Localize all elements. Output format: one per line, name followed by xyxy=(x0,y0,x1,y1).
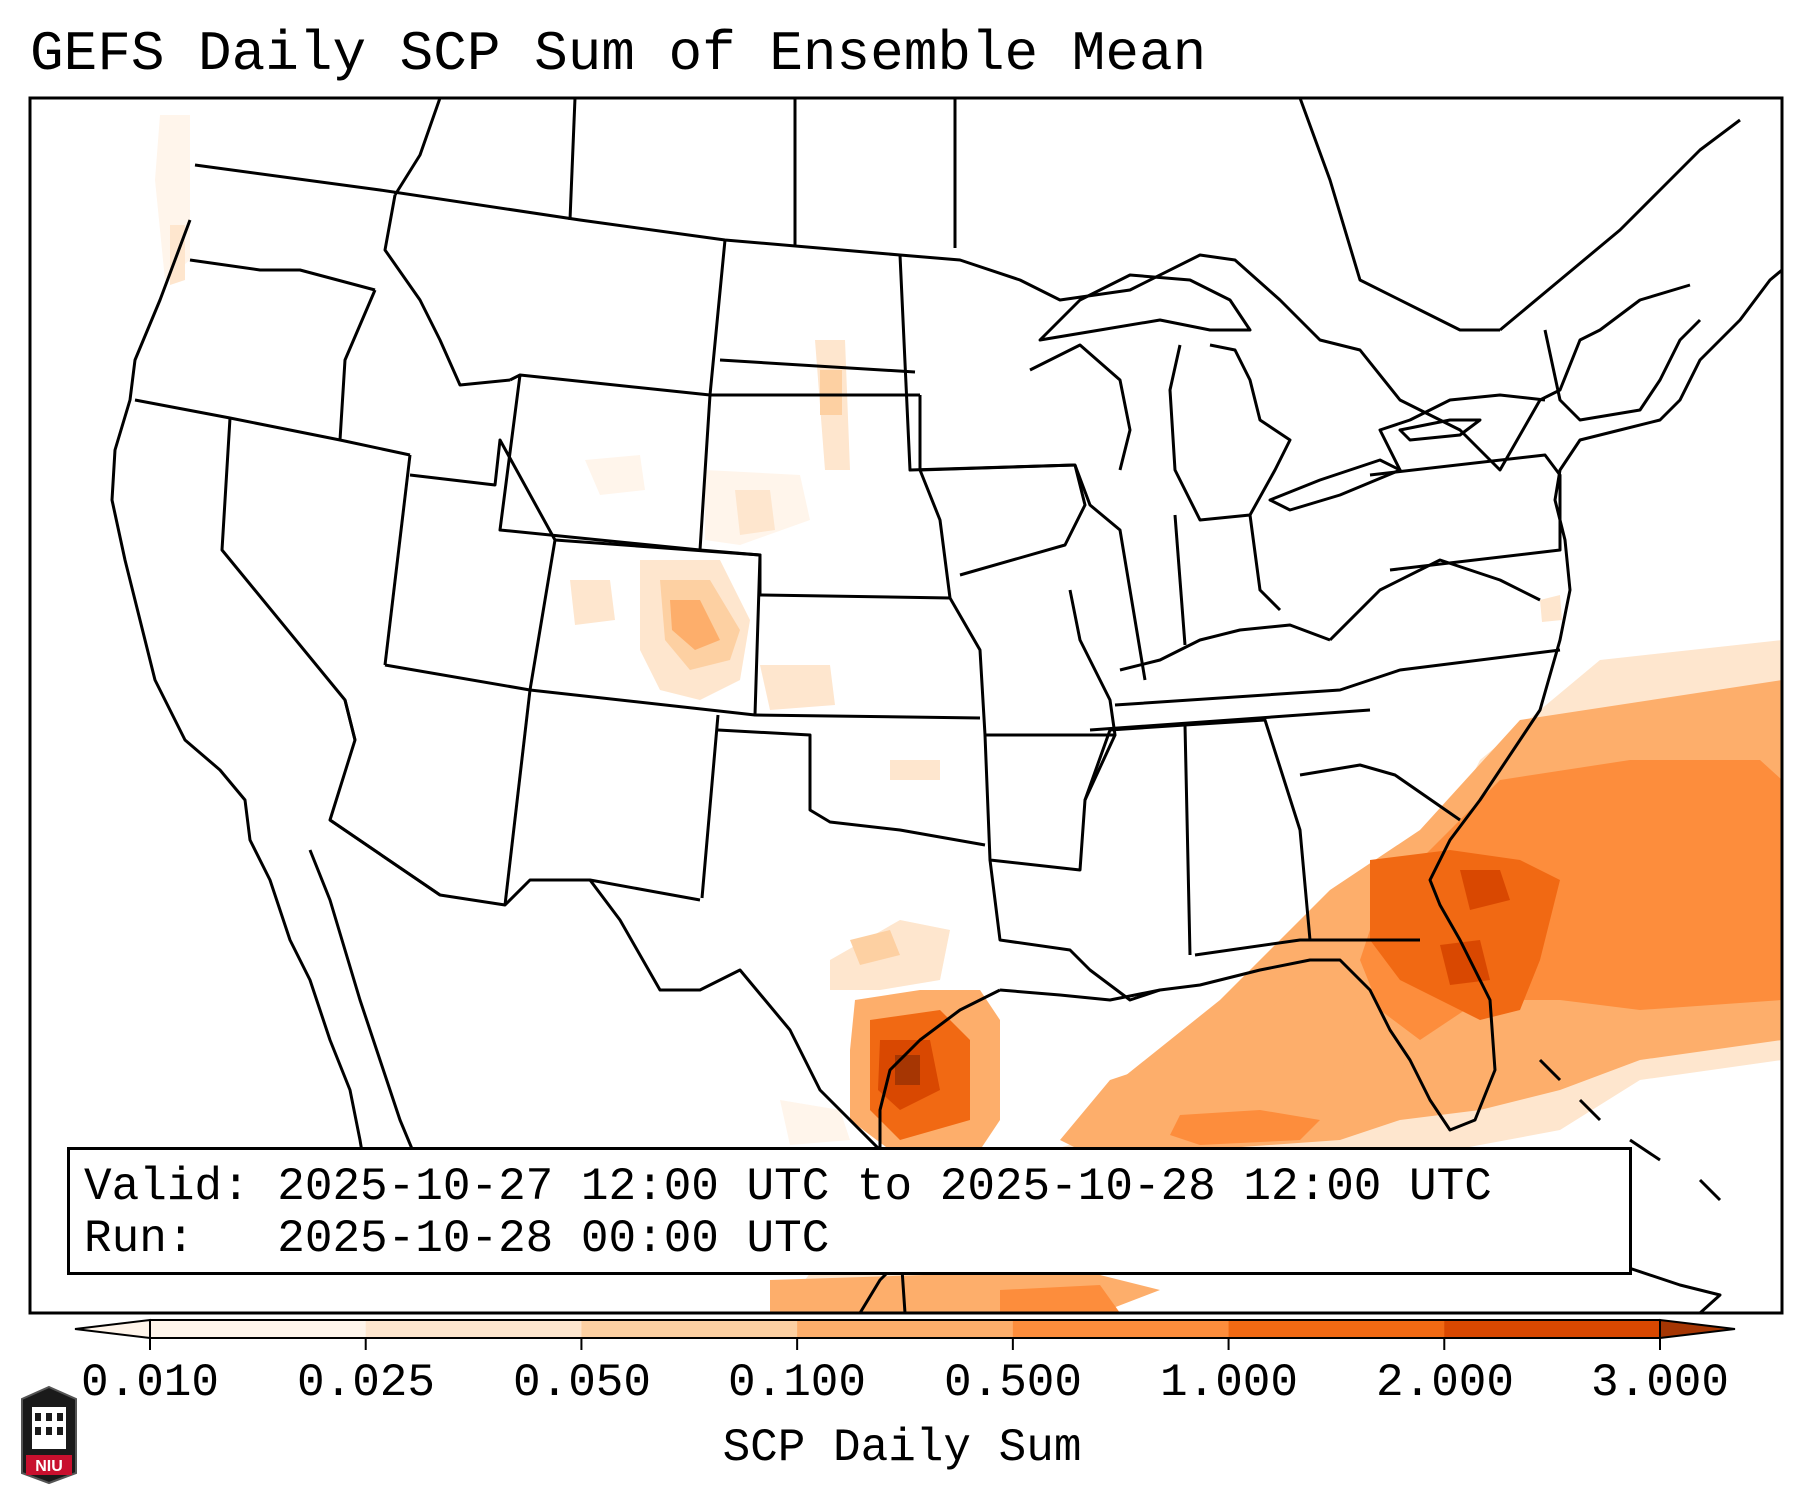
scp-region-texas-max xyxy=(895,1055,920,1085)
map-frame xyxy=(28,96,1784,1315)
lake-erie xyxy=(1268,458,1402,512)
great-lakes-superior xyxy=(1038,273,1252,342)
colorbar-segment xyxy=(581,1320,798,1338)
ut-az xyxy=(384,663,531,692)
scp-region-nj xyxy=(1540,595,1562,622)
validity-info-box: Valid: 2025-10-27 12:00 UTC to 2025-10-2… xyxy=(67,1147,1632,1275)
scp-region-florida-max xyxy=(1460,870,1510,910)
scp-region-gulf-low xyxy=(1060,960,1360,1160)
colorbar-tick-label: 0.100 xyxy=(727,1357,867,1409)
lake-ontario xyxy=(1398,418,1482,442)
scp-region-co-w xyxy=(570,580,615,625)
wi xyxy=(1029,343,1132,471)
colorbar-extend-low xyxy=(74,1318,151,1340)
ne-east xyxy=(918,395,952,599)
colorbar-segment xyxy=(365,1320,582,1338)
ut-east xyxy=(528,539,557,691)
il-in xyxy=(1073,464,1147,681)
nc-sc xyxy=(1299,763,1461,822)
colorbar-segment xyxy=(797,1320,1014,1338)
scp-region-ne2 xyxy=(735,490,775,535)
colorbar-segment xyxy=(1012,1320,1230,1338)
new-england xyxy=(1543,318,1702,422)
michigan xyxy=(1168,343,1292,522)
tn-south xyxy=(1089,708,1371,732)
canada-line-1 xyxy=(568,98,577,221)
ark xyxy=(983,734,1117,872)
st-lawrence xyxy=(1499,118,1741,332)
ky xyxy=(1119,623,1331,672)
oh-pa xyxy=(1248,514,1282,612)
colorbar-tick-label: 0.025 xyxy=(296,1357,436,1409)
ms-al xyxy=(1083,723,1192,956)
nm-east xyxy=(700,714,720,899)
scp-region-mx xyxy=(780,1100,850,1145)
colorbar-segment xyxy=(1444,1320,1661,1338)
scp-region-gulf-mid xyxy=(1170,1110,1320,1145)
colorbar-tick-label: 0.500 xyxy=(943,1357,1083,1409)
canada-line-4 xyxy=(393,98,442,196)
tn-north xyxy=(1114,648,1561,707)
niu-logo-text: NIU xyxy=(35,1458,63,1475)
colorbar-extend-high xyxy=(1659,1318,1736,1340)
colorbar-outline xyxy=(149,1319,1661,1339)
bahamas-1 xyxy=(1538,1058,1562,1082)
pa xyxy=(1369,453,1562,572)
scp-shading-layer xyxy=(155,115,1782,1313)
colorbar-tick-label: 2.000 xyxy=(1375,1357,1515,1409)
colorbar xyxy=(74,1318,1736,1350)
scp-region-texas-light2 xyxy=(850,930,900,965)
colorbar-tick-label: 3.000 xyxy=(1590,1357,1730,1409)
rio-grande xyxy=(588,879,882,1152)
nevada-east xyxy=(383,454,412,666)
niu-logo: NIU xyxy=(21,1385,77,1485)
wa-or-border xyxy=(189,258,376,292)
map-title: GEFS Daily SCP Sum of Ensemble Mean xyxy=(30,22,1207,86)
idaho-mt xyxy=(383,194,511,387)
colorbar-label: SCP Daily Sum xyxy=(722,1422,1082,1474)
gulf-coastline xyxy=(999,268,1782,1132)
ga-fl xyxy=(1194,938,1420,957)
scp-region-co-ks xyxy=(760,665,835,710)
in-oh xyxy=(1173,514,1187,646)
va xyxy=(1328,558,1541,642)
colorbar-tick-label: 0.010 xyxy=(80,1357,220,1409)
iowa xyxy=(919,463,1087,577)
run-time-text: Run: 2025-10-28 00:00 UTC xyxy=(84,1213,830,1265)
scp-region-south-strip2 xyxy=(1000,1285,1120,1313)
al-ga xyxy=(1184,718,1312,941)
valid-time-text: Valid: 2025-10-27 12:00 UTC to 2025-10-2… xyxy=(84,1161,1492,1213)
mt-south xyxy=(509,373,521,382)
pacific-coastline xyxy=(110,219,372,1201)
az-nm xyxy=(503,689,532,906)
scp-region-ok xyxy=(890,760,940,780)
hudson-coast xyxy=(1298,98,1500,332)
bahamas-4 xyxy=(1698,1178,1722,1202)
ny xyxy=(1378,393,1546,471)
ks-ok xyxy=(754,713,981,720)
colorbar-tick-label: 0.050 xyxy=(512,1357,652,1409)
bahamas-3 xyxy=(1629,1138,1661,1162)
nd-sd xyxy=(719,358,916,374)
colorbar-segment xyxy=(150,1320,367,1338)
sd-nd xyxy=(708,239,920,397)
baja-gulf-coast xyxy=(308,849,427,1181)
colorbar-segment xyxy=(1228,1320,1445,1338)
bahamas-2 xyxy=(1578,1098,1602,1122)
colorbar-tick-label: 1.000 xyxy=(1159,1357,1299,1409)
ut-north xyxy=(409,438,557,541)
us-canada-border xyxy=(194,163,1691,472)
scp-region-colorado-hi xyxy=(670,600,720,650)
ne-ks xyxy=(699,548,951,600)
scp-region-sd-mid xyxy=(820,370,842,415)
scp-region-florida-high xyxy=(1370,850,1560,1020)
idaho-west xyxy=(338,289,411,457)
la xyxy=(988,859,1161,1002)
ok-tx xyxy=(717,728,986,847)
scp-region-ut xyxy=(585,455,645,495)
co-box xyxy=(529,538,762,717)
mx-border-west xyxy=(329,818,701,907)
